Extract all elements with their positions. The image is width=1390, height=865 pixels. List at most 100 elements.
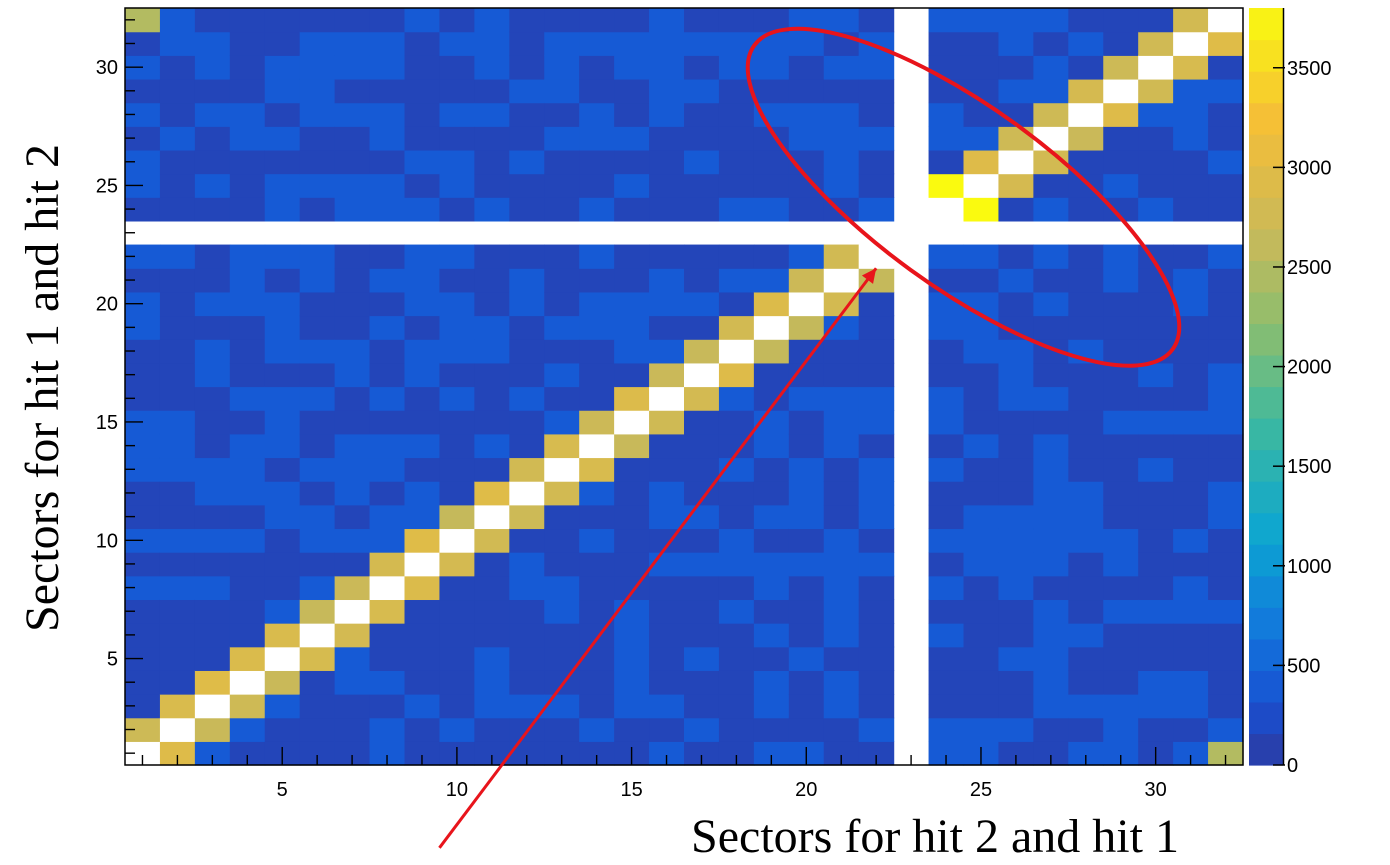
heatmap-cell — [859, 292, 895, 316]
heatmap-cell — [719, 292, 755, 316]
heatmap-cell — [335, 245, 371, 269]
heatmap-cell — [474, 245, 510, 269]
heatmap-cell — [1033, 457, 1069, 481]
heatmap-cell — [1173, 55, 1209, 79]
heatmap-cell — [1208, 79, 1244, 103]
heatmap-cell — [1208, 150, 1244, 174]
heatmap-cell — [1208, 103, 1244, 127]
heatmap-cell — [649, 316, 685, 340]
heatmap-cell — [824, 434, 860, 458]
heatmap-cell — [789, 434, 825, 458]
heatmap-cell — [684, 197, 720, 221]
heatmap-cell — [405, 694, 441, 718]
heatmap-cell — [265, 245, 301, 269]
heatmap-cell — [1138, 387, 1174, 411]
heatmap-cell — [614, 8, 650, 32]
heatmap-cell — [859, 245, 895, 269]
heatmap-cell — [649, 528, 685, 552]
colorbar-band — [1249, 607, 1283, 639]
heatmap-cell — [544, 481, 580, 505]
heatmap-cell — [824, 647, 860, 671]
heatmap-cell — [1208, 718, 1244, 742]
colorbar-band — [1249, 576, 1283, 608]
y-tick-label: 30 — [96, 57, 118, 79]
heatmap-cell — [824, 103, 860, 127]
heatmap-cell — [195, 174, 231, 198]
x-tick-label: 25 — [970, 779, 992, 801]
colorbar-tick-label: 3000 — [1287, 157, 1332, 179]
heatmap-cell — [405, 410, 441, 434]
heatmap-cell — [614, 505, 650, 529]
heatmap-cell — [1208, 481, 1244, 505]
heatmap-cell — [719, 718, 755, 742]
heatmap-cell — [509, 528, 545, 552]
heatmap-cell — [614, 718, 650, 742]
heatmap-cell — [998, 457, 1034, 481]
heatmap-cell — [544, 576, 580, 600]
heatmap-cell — [649, 174, 685, 198]
heatmap-cell — [509, 410, 545, 434]
heatmap-cell — [265, 79, 301, 103]
heatmap-cell — [719, 126, 755, 150]
heatmap-cell — [789, 268, 825, 292]
heatmap-cell — [859, 339, 895, 363]
heatmap-cell — [1138, 197, 1174, 221]
heatmap-cell — [230, 197, 266, 221]
heatmap-cell — [998, 552, 1034, 576]
heatmap-cell — [1103, 481, 1139, 505]
heatmap-cell — [544, 8, 580, 32]
heatmap-cell — [439, 481, 475, 505]
heatmap-cell — [509, 316, 545, 340]
heatmap-cell — [509, 670, 545, 694]
heatmap-cell — [964, 505, 1000, 529]
heatmap-cell — [719, 528, 755, 552]
heatmap-cell — [265, 528, 301, 552]
heatmap-cell — [265, 268, 301, 292]
heatmap-cell — [684, 647, 720, 671]
heatmap-cell — [614, 481, 650, 505]
heatmap-cell — [964, 528, 1000, 552]
heatmap-cell — [1068, 623, 1104, 647]
heatmap-cell — [929, 32, 965, 56]
heatmap-cell — [1138, 528, 1174, 552]
heatmap-cell — [684, 268, 720, 292]
heatmap-cell — [859, 528, 895, 552]
heatmap-cell — [929, 387, 965, 411]
heatmap-cell — [160, 79, 196, 103]
colorbar-band — [1249, 639, 1283, 671]
heatmap-cell — [300, 268, 336, 292]
heatmap-cell — [859, 268, 895, 292]
heatmap-cell — [265, 174, 301, 198]
heatmap-cell — [998, 505, 1034, 529]
heatmap-cell — [824, 718, 860, 742]
heatmap-cell — [859, 481, 895, 505]
heatmap-cell — [265, 694, 301, 718]
heatmap-cell — [1173, 457, 1209, 481]
heatmap-cell — [265, 599, 301, 623]
heatmap-cell — [998, 268, 1034, 292]
colorbar-tick-label: 1500 — [1287, 456, 1332, 478]
heatmap-cell — [824, 316, 860, 340]
heatmap-cell — [1173, 32, 1209, 56]
heatmap-cell — [474, 363, 510, 387]
heatmap-cell — [1208, 32, 1244, 56]
heatmap-cell — [929, 552, 965, 576]
heatmap-cell — [579, 292, 615, 316]
heatmap-cell — [335, 434, 371, 458]
heatmap-cell — [230, 387, 266, 411]
heatmap-cell — [649, 339, 685, 363]
heatmap-cell — [1033, 434, 1069, 458]
heatmap-cell — [230, 268, 266, 292]
heatmap-cell — [614, 434, 650, 458]
heatmap-cell — [1138, 32, 1174, 56]
heatmap-cell — [265, 363, 301, 387]
heatmap-cell — [544, 268, 580, 292]
heatmap-cell — [509, 599, 545, 623]
y-tick-label: 20 — [96, 294, 118, 316]
heatmap-cell — [614, 457, 650, 481]
heatmap-cell — [1138, 150, 1174, 174]
heatmap-cell — [474, 150, 510, 174]
heatmap-cell — [509, 245, 545, 269]
heatmap-cell — [300, 552, 336, 576]
heatmap-cell — [544, 363, 580, 387]
